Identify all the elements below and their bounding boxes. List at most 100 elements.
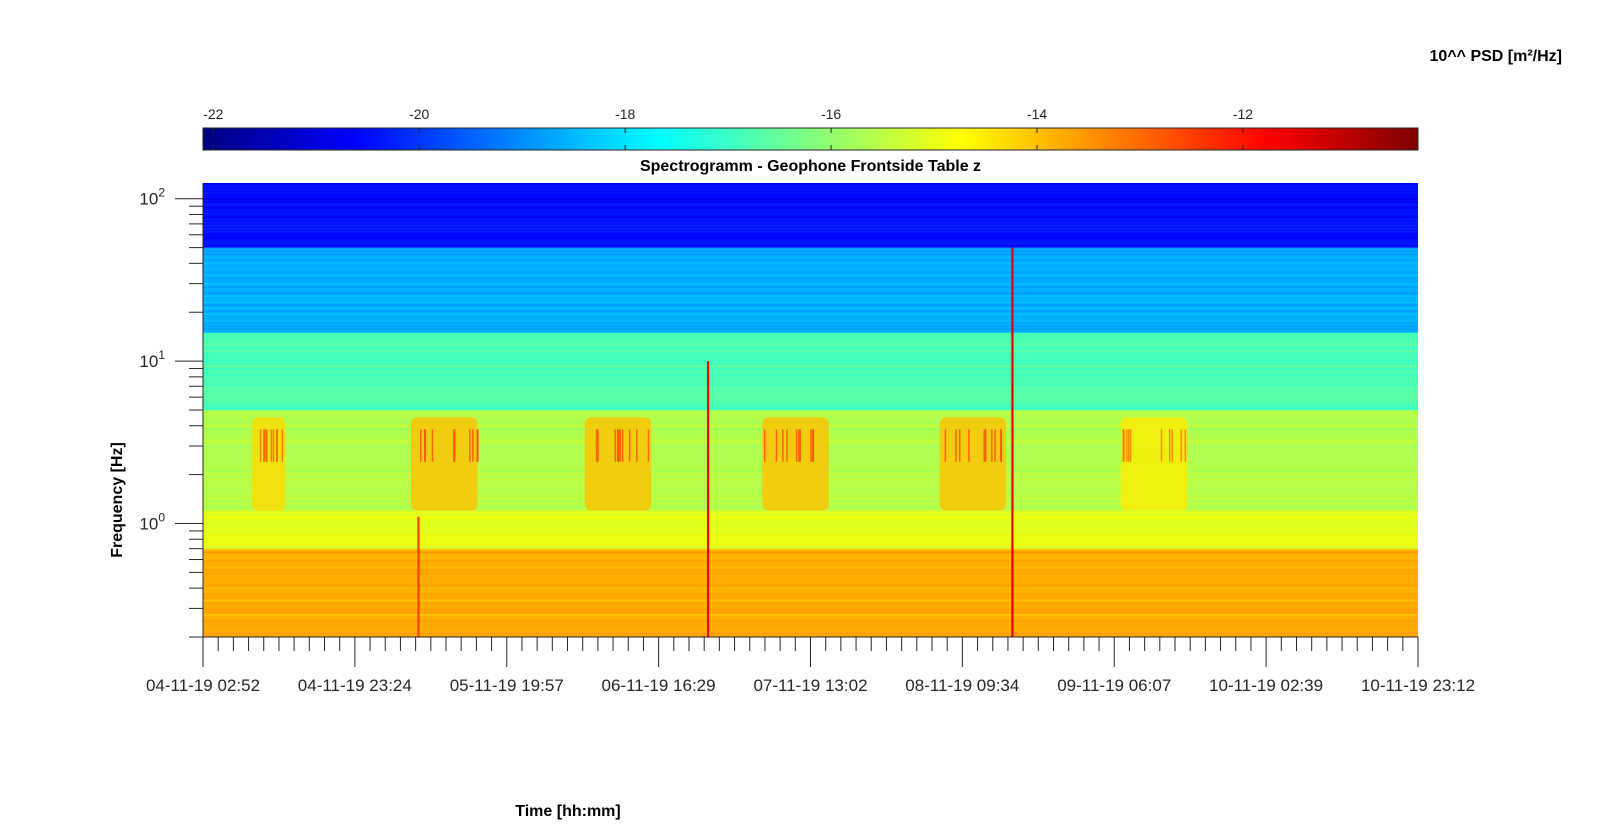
band-striation	[203, 371, 1418, 373]
band-striation	[203, 359, 1418, 361]
activity-band	[939, 417, 1007, 511]
band-striation	[203, 250, 1418, 253]
band-striation	[203, 392, 1418, 394]
band-striation	[203, 240, 1418, 242]
band-striation	[203, 519, 1418, 522]
activity-streak	[1160, 429, 1163, 462]
band-striation	[203, 590, 1418, 593]
band-striation	[203, 307, 1418, 310]
chart-title: Spectrogramm - Geophone Frontside Table …	[639, 158, 982, 175]
activity-streak	[984, 429, 987, 462]
band-striation	[203, 534, 1418, 537]
band-striation	[203, 587, 1418, 590]
activity-streak	[424, 429, 426, 462]
activity-streak	[636, 429, 638, 462]
band-striation	[203, 201, 1418, 203]
band-striation	[203, 189, 1418, 191]
band-striation	[203, 540, 1418, 543]
activity-streak	[1180, 429, 1183, 462]
band-striation	[203, 548, 1418, 551]
x-tick-label: 09-11-19 06:07	[1057, 676, 1171, 695]
band-striation	[203, 557, 1418, 560]
x-tick-label: 10-11-19 23:12	[1361, 676, 1475, 695]
activity-streak	[431, 429, 434, 462]
band-striation	[203, 295, 1418, 298]
band-striation	[203, 563, 1418, 566]
x-tick-label: 04-11-19 23:24	[298, 676, 412, 695]
colorbar-tick-label: -16	[821, 106, 841, 122]
band-striation	[203, 599, 1418, 602]
band-striation	[203, 383, 1418, 385]
band-striation	[203, 246, 1418, 248]
band-striation	[203, 274, 1418, 277]
band-striation	[203, 404, 1418, 406]
activity-streak	[983, 429, 986, 462]
band-striation	[203, 537, 1418, 540]
band-striation	[203, 596, 1418, 599]
activity-streak	[270, 429, 273, 462]
activity-streak	[810, 429, 812, 462]
band-striation	[203, 362, 1418, 364]
band-striation	[203, 510, 1418, 513]
frequency-band	[203, 183, 1418, 248]
activity-streak	[272, 429, 275, 462]
band-striation	[203, 525, 1418, 528]
band-striation	[203, 353, 1418, 355]
band-striation	[203, 283, 1418, 286]
activity-streak	[775, 429, 778, 462]
band-striation	[203, 277, 1418, 280]
band-striation	[203, 335, 1418, 337]
band-striation	[203, 516, 1418, 519]
activity-streak	[994, 429, 996, 462]
activity-streak	[968, 429, 970, 462]
x-tick-label: 10-11-19 02:39	[1209, 676, 1323, 695]
band-striation	[203, 195, 1418, 197]
band-striation	[203, 262, 1418, 265]
band-striation	[203, 310, 1418, 313]
band-striation	[203, 204, 1418, 206]
band-striation	[203, 543, 1418, 546]
band-striation	[203, 186, 1418, 188]
activity-streak	[453, 429, 456, 462]
band-striation	[203, 584, 1418, 587]
band-striation	[203, 328, 1418, 331]
band-striation	[203, 386, 1418, 388]
band-striation	[203, 572, 1418, 575]
activity-streak	[1000, 429, 1002, 462]
band-striation	[203, 356, 1418, 358]
band-striation	[203, 593, 1418, 596]
activity-band	[762, 417, 829, 511]
band-striation	[203, 614, 1418, 617]
band-striation	[203, 581, 1418, 584]
activity-streak	[1123, 429, 1125, 462]
activity-streak	[1127, 429, 1130, 462]
transient-event	[1011, 247, 1014, 637]
band-striation	[203, 332, 1418, 334]
band-striation	[203, 304, 1418, 307]
activity-streak	[798, 429, 800, 462]
activity-streak	[955, 429, 957, 462]
activity-streak	[263, 429, 265, 462]
band-striation	[203, 183, 1418, 185]
x-tick-label: 06-11-19 16:29	[602, 676, 716, 695]
band-striation	[203, 407, 1418, 409]
band-striation	[203, 398, 1418, 400]
band-striation	[203, 325, 1418, 328]
band-striation	[203, 313, 1418, 316]
colorbar-title: 10^^ PSD [m²/Hz]	[1429, 48, 1562, 65]
band-striation	[203, 213, 1418, 215]
band-striation	[203, 280, 1418, 283]
band-striation	[203, 344, 1418, 346]
activity-streak	[266, 429, 268, 462]
y-tick-label: 102	[139, 186, 165, 209]
activity-streak	[763, 429, 766, 462]
activity-streak	[477, 429, 479, 462]
band-striation	[203, 413, 1418, 415]
band-striation	[203, 380, 1418, 382]
x-axis-label: Time [hh:mm]	[515, 803, 621, 820]
activity-streak	[1171, 429, 1173, 462]
band-striation	[203, 608, 1418, 611]
colorbar-tick-label: -20	[409, 106, 429, 122]
band-striation	[203, 635, 1418, 638]
